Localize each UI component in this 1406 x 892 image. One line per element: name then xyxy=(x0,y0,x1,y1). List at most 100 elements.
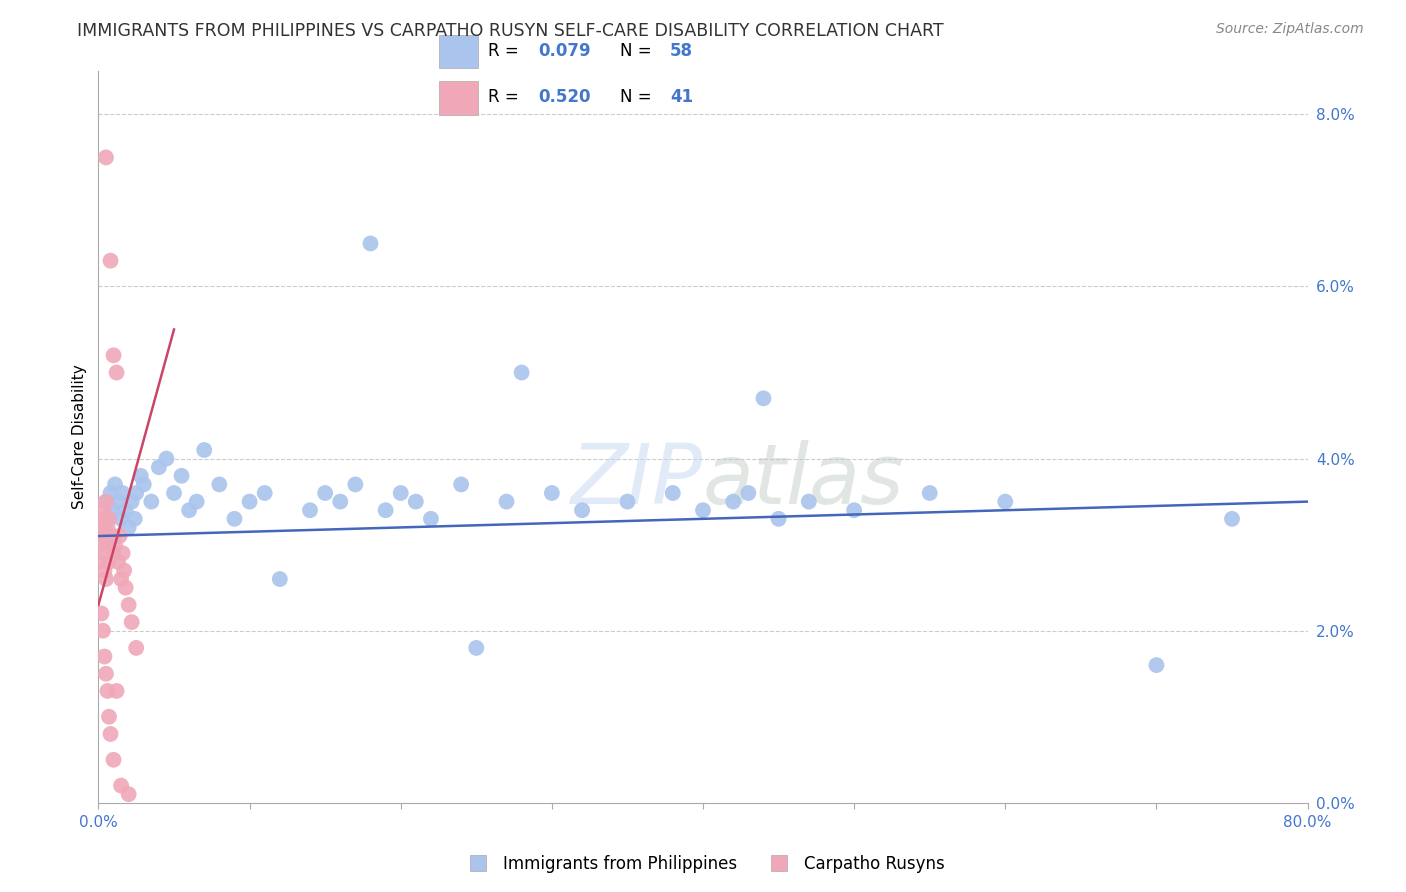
Text: N =: N = xyxy=(620,42,658,60)
Point xyxy=(844,503,866,517)
Point xyxy=(108,529,131,543)
Point xyxy=(98,710,121,724)
Point xyxy=(797,494,820,508)
Text: 0.079: 0.079 xyxy=(538,42,591,60)
Point xyxy=(1220,512,1243,526)
Point xyxy=(129,468,152,483)
Point xyxy=(104,477,127,491)
Point xyxy=(98,512,121,526)
Point xyxy=(94,494,117,508)
Text: R =: R = xyxy=(488,42,524,60)
Point xyxy=(420,512,443,526)
Point xyxy=(94,150,117,164)
Point xyxy=(94,494,117,508)
Point xyxy=(94,666,117,681)
Point xyxy=(91,624,114,638)
Point xyxy=(112,564,135,578)
Point xyxy=(96,520,118,534)
Point xyxy=(465,640,488,655)
FancyBboxPatch shape xyxy=(439,81,478,114)
Point xyxy=(107,494,129,508)
Point xyxy=(692,503,714,517)
Point xyxy=(141,494,163,508)
Point xyxy=(118,598,141,612)
Point xyxy=(96,684,118,698)
Point xyxy=(91,529,114,543)
Point xyxy=(374,503,396,517)
Point xyxy=(510,366,533,380)
Point xyxy=(103,753,125,767)
Text: 41: 41 xyxy=(671,88,693,106)
Point xyxy=(89,555,111,569)
Point xyxy=(125,640,148,655)
Point xyxy=(91,520,114,534)
Point xyxy=(110,572,132,586)
Y-axis label: Self-Care Disability: Self-Care Disability xyxy=(72,365,87,509)
Point xyxy=(111,486,134,500)
Point xyxy=(90,520,112,534)
Point xyxy=(91,546,114,560)
Point xyxy=(918,486,941,500)
FancyBboxPatch shape xyxy=(439,35,478,69)
Point xyxy=(269,572,291,586)
Point xyxy=(114,503,136,517)
Point xyxy=(98,555,121,569)
Point xyxy=(91,503,114,517)
Point xyxy=(105,366,128,380)
Text: atlas: atlas xyxy=(703,441,904,522)
Point xyxy=(100,253,122,268)
Point xyxy=(329,494,352,508)
Point xyxy=(239,494,262,508)
Point xyxy=(110,779,132,793)
Point xyxy=(314,486,336,500)
Text: R =: R = xyxy=(488,88,524,106)
Point xyxy=(105,684,128,698)
Point xyxy=(103,348,125,362)
Point xyxy=(571,503,593,517)
Text: IMMIGRANTS FROM PHILIPPINES VS CARPATHO RUSYN SELF-CARE DISABILITY CORRELATION C: IMMIGRANTS FROM PHILIPPINES VS CARPATHO … xyxy=(77,22,943,40)
Point xyxy=(124,512,146,526)
Point xyxy=(100,727,122,741)
Point xyxy=(299,503,322,517)
Point xyxy=(93,649,115,664)
Point xyxy=(193,442,215,457)
Point xyxy=(121,494,143,508)
Point xyxy=(93,564,115,578)
Point xyxy=(170,468,193,483)
Point xyxy=(111,546,134,560)
Text: ZIP: ZIP xyxy=(571,441,703,522)
Point xyxy=(389,486,412,500)
Legend: Immigrants from Philippines, Carpatho Rusyns: Immigrants from Philippines, Carpatho Ru… xyxy=(454,848,952,880)
Point xyxy=(100,486,122,500)
Point xyxy=(103,529,125,543)
Point xyxy=(114,581,136,595)
Point xyxy=(118,520,141,534)
Point xyxy=(103,546,125,560)
Point xyxy=(98,512,121,526)
Point xyxy=(155,451,177,466)
Point xyxy=(1146,658,1168,673)
Text: 0.520: 0.520 xyxy=(538,88,591,106)
Point xyxy=(96,538,118,552)
Point xyxy=(224,512,246,526)
Point xyxy=(723,494,745,508)
Text: 58: 58 xyxy=(671,42,693,60)
Point xyxy=(616,494,638,508)
Point xyxy=(101,529,124,543)
Point xyxy=(101,503,124,517)
Point xyxy=(495,494,517,508)
Point xyxy=(107,555,129,569)
Text: N =: N = xyxy=(620,88,658,106)
Point xyxy=(90,538,112,552)
Point xyxy=(661,486,683,500)
Point xyxy=(752,392,775,406)
Point xyxy=(90,607,112,621)
Point xyxy=(125,486,148,500)
Point xyxy=(179,503,201,517)
Text: Source: ZipAtlas.com: Source: ZipAtlas.com xyxy=(1216,22,1364,37)
Point xyxy=(121,615,143,629)
Point xyxy=(208,477,231,491)
Point xyxy=(360,236,382,251)
Point xyxy=(94,572,117,586)
Point xyxy=(253,486,276,500)
